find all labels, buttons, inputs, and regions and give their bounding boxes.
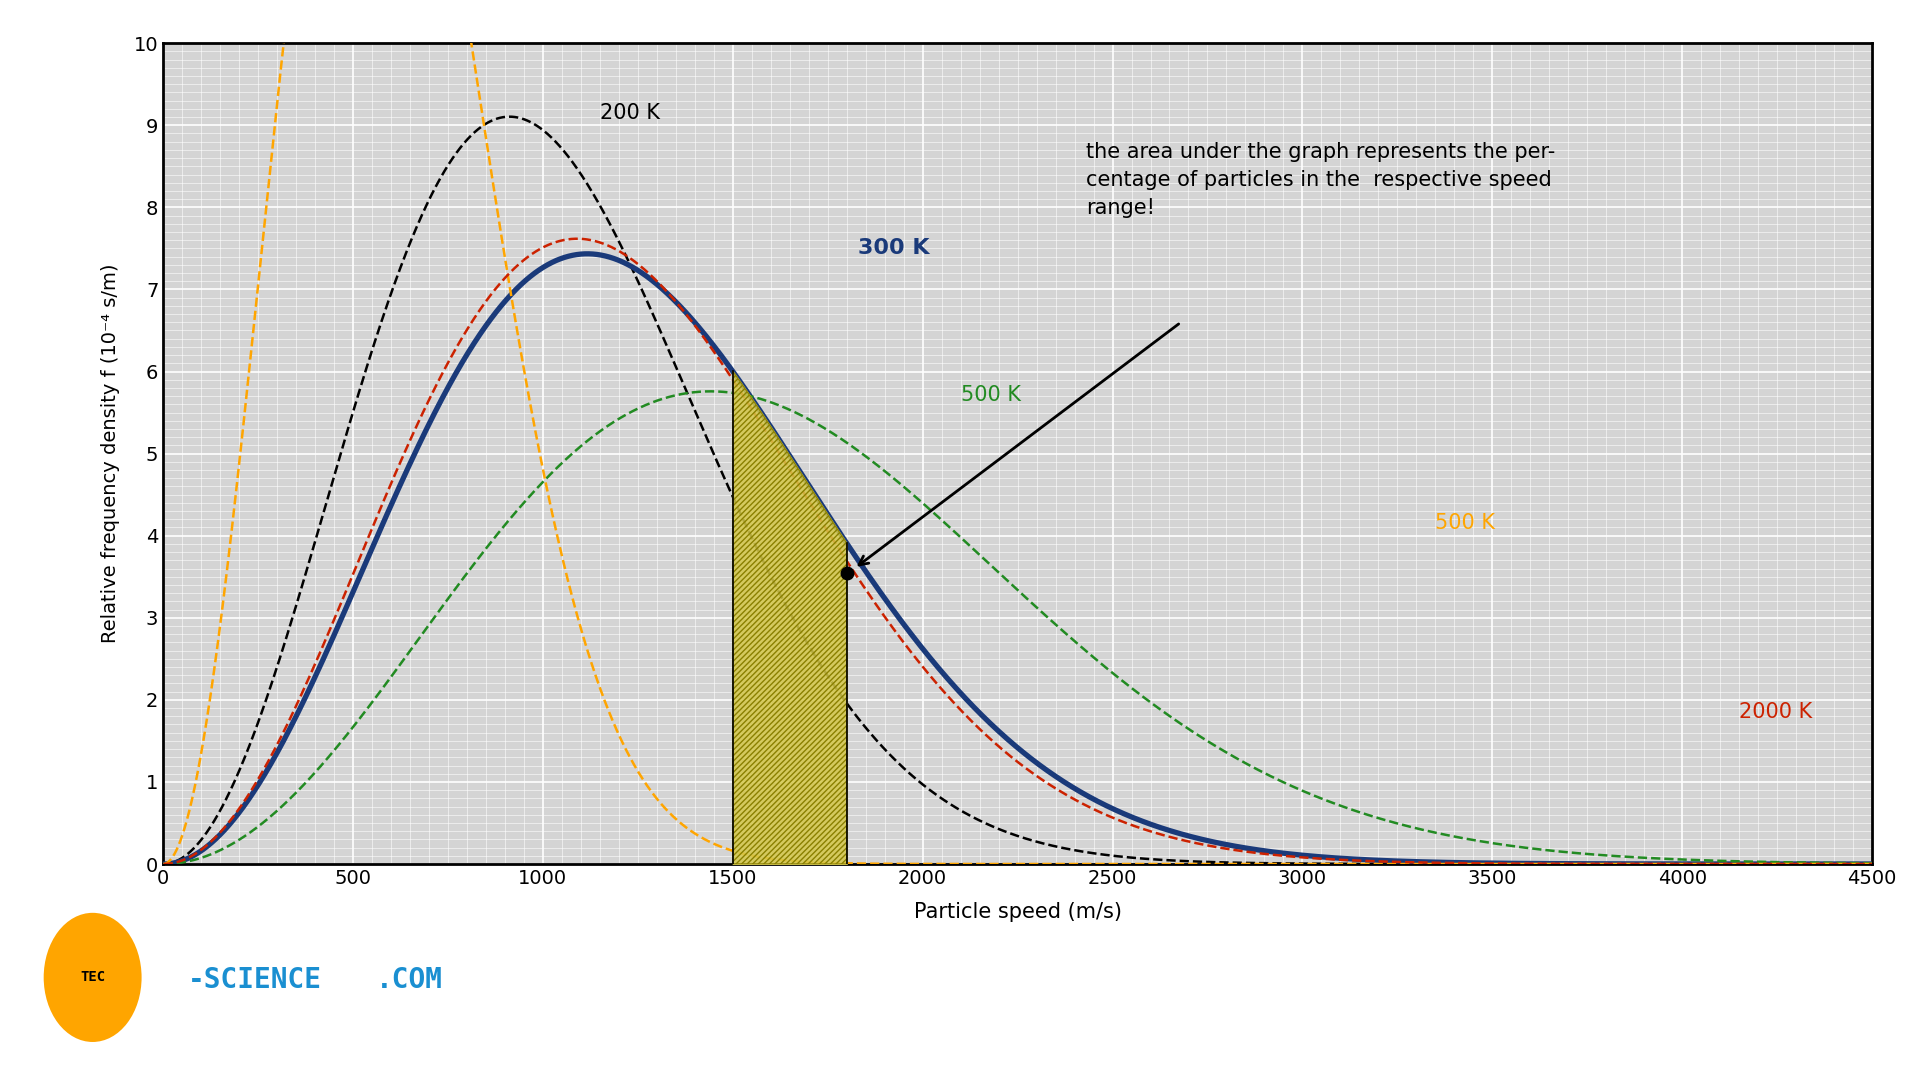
Text: -SCIENCE: -SCIENCE — [188, 966, 323, 994]
Text: the area under the graph represents the per-
centage of particles in the  respec: the area under the graph represents the … — [1087, 141, 1555, 218]
Text: 500 K: 500 K — [960, 384, 1021, 405]
Text: .COM: .COM — [376, 966, 444, 994]
Text: 2000 K: 2000 K — [1740, 702, 1812, 723]
Text: 500 K: 500 K — [1436, 513, 1496, 534]
Ellipse shape — [44, 913, 142, 1042]
Y-axis label: Relative frequency density f (10⁻⁴ s/m): Relative frequency density f (10⁻⁴ s/m) — [102, 264, 119, 644]
Text: TEC: TEC — [81, 971, 106, 984]
X-axis label: Particle speed (m/s): Particle speed (m/s) — [914, 902, 1121, 921]
Text: 200 K: 200 K — [599, 103, 660, 123]
Text: 300 K: 300 K — [858, 239, 929, 258]
